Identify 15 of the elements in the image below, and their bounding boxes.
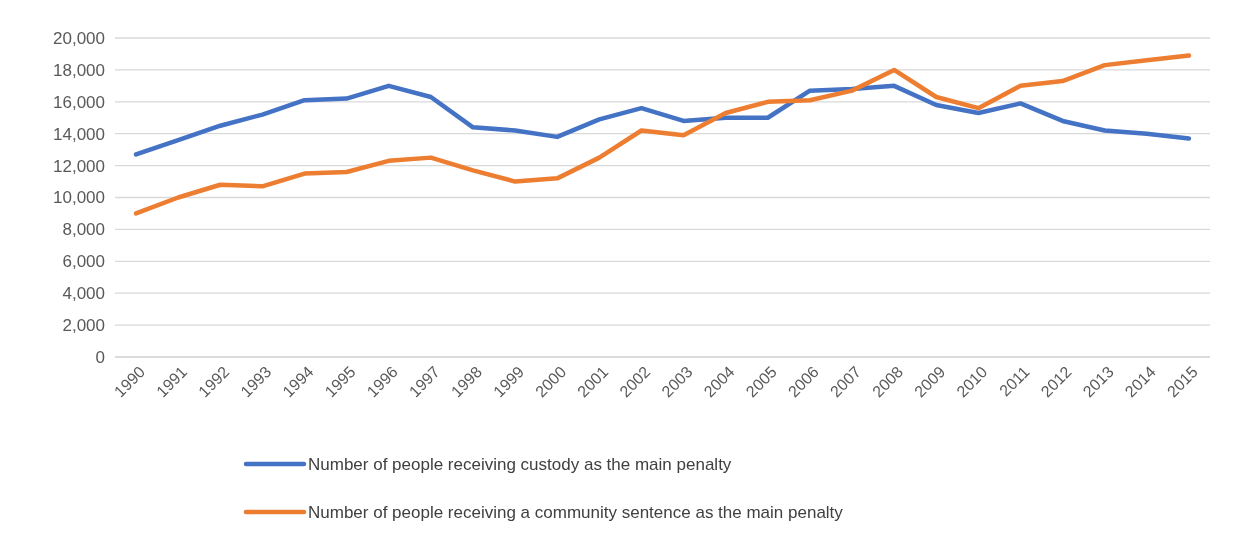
y-tick-label: 14,000 [53, 124, 105, 144]
line-series [133, 83, 1192, 157]
y-tick-label: 16,000 [53, 92, 105, 112]
y-tick-label: 4,000 [62, 284, 105, 304]
line-series [133, 53, 1192, 216]
y-tick-label: 6,000 [62, 252, 105, 272]
y-tick-label: 18,000 [53, 60, 105, 80]
y-tick-label: 12,000 [53, 156, 105, 176]
y-tick-label: 10,000 [53, 188, 105, 208]
y-tick-label: 2,000 [62, 316, 105, 336]
legend-label: Number of people receiving a community sentence as the main penalty [308, 502, 844, 522]
legend-label: Number of people receiving custody as the main penalty [308, 454, 732, 474]
y-tick-label: 8,000 [62, 220, 105, 240]
y-tick-label: 20,000 [53, 28, 105, 48]
y-tick-label: 0 [95, 347, 105, 367]
